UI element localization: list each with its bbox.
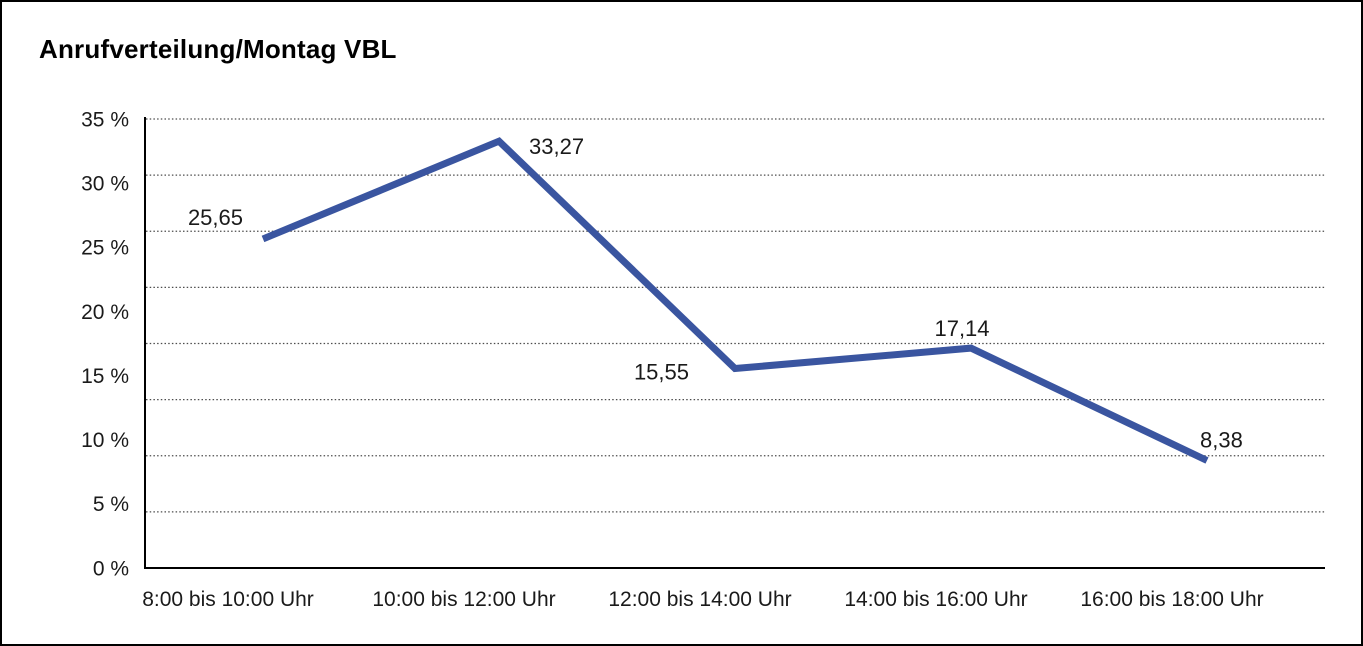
y-tick-label: 10 % [81,429,129,452]
data-point-label: 17,14 [934,316,989,341]
y-tick-label: 35 % [81,108,129,131]
x-tick-label: 14:00 bis 16:00 Uhr [844,588,1027,611]
x-tick-label: 10:00 bis 12:00 Uhr [372,588,555,611]
x-axis-tick-labels: 8:00 bis 10:00 Uhr 10:00 bis 12:00 Uhr 12:… [142,588,1263,611]
y-tick-label: 20 % [81,301,129,324]
data-point-label: 8,38 [1200,427,1243,452]
x-tick-label: 12:00 bis 14:00 Uhr [608,588,791,611]
y-tick-label: 30 % [81,172,129,195]
data-point-label: 33,27 [529,134,584,159]
data-line-series [261,137,1209,464]
y-tick-label: 5 % [93,493,129,516]
x-tick-label: 8:00 bis 10:00 Uhr [142,588,314,611]
gridlines [146,118,1325,513]
y-tick-label: 15 % [81,365,129,388]
x-tick-label: 16:00 bis 18:00 Uhr [1080,588,1263,611]
y-tick-label: 25 % [81,237,129,260]
data-point-labels: 25,65 33,27 15,55 17,14 8,38 [188,134,1243,452]
y-tick-label: 0 % [93,557,129,580]
chart-title: Anrufverteilung/Montag VBL [39,34,397,64]
data-point-label: 25,65 [188,205,243,230]
axes [144,117,1325,569]
y-axis-tick-labels: 35 % 30 % 25 % 20 % 15 % 10 % 5 % 0 % [81,108,129,580]
data-point-label: 15,55 [634,360,689,385]
